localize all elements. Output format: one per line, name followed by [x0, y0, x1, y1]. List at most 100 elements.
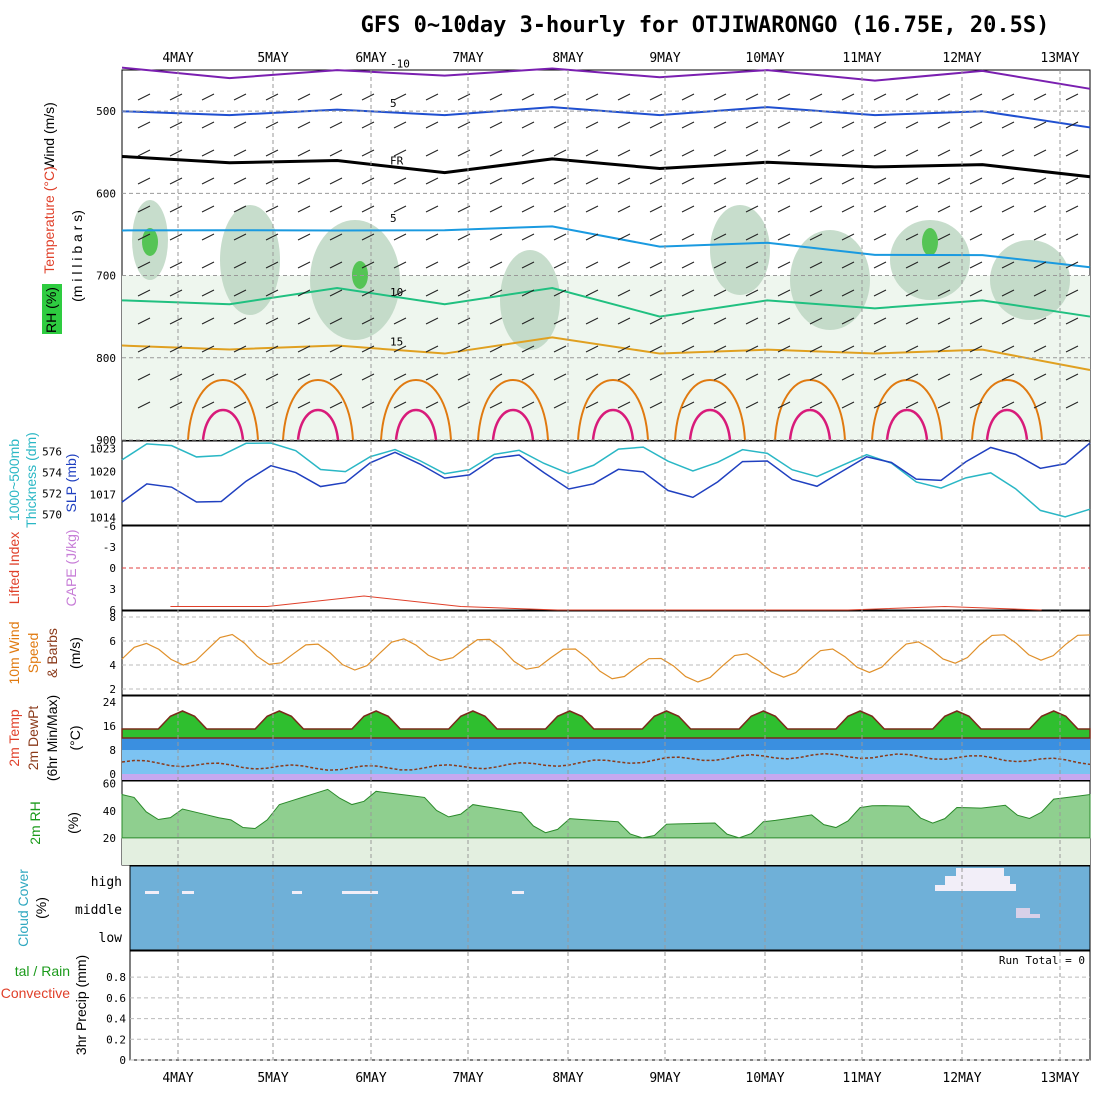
wind-barb	[1001, 261, 1015, 269]
wind-barb	[1033, 373, 1047, 381]
wind-barb	[489, 233, 503, 241]
wind-barb	[201, 177, 215, 185]
wind-barb	[489, 93, 503, 101]
wind-barb	[585, 177, 599, 185]
wind-barb	[649, 401, 663, 409]
wind-barb	[1065, 373, 1079, 381]
wind-barb	[329, 121, 343, 129]
wind-barb	[521, 177, 535, 185]
run-total: Run Total = 0	[999, 954, 1085, 967]
wind-barb	[425, 121, 439, 129]
wind-barb	[425, 345, 439, 353]
wind-barb	[393, 289, 407, 297]
wind-barb	[745, 149, 759, 157]
wind-barb	[809, 261, 823, 269]
wind-barb	[841, 149, 855, 157]
wind-barb	[265, 317, 279, 325]
wind-barb	[297, 345, 311, 353]
wind-barb	[905, 233, 919, 241]
day-label: 10MAY	[745, 1071, 784, 1086]
wind-barb	[969, 373, 983, 381]
cloud-mid-patch	[1030, 914, 1040, 918]
rh-blob	[890, 220, 970, 300]
wind-barb	[649, 261, 663, 269]
rh-blob	[220, 205, 280, 315]
wind-barb	[329, 345, 343, 353]
temp2m-label: 2m Temp	[6, 709, 22, 767]
precip-tick: 0	[119, 1054, 126, 1067]
day-label: 8MAY	[552, 1071, 583, 1086]
wind-barb	[137, 373, 151, 381]
wind-barb	[969, 317, 983, 325]
wind-barb	[521, 149, 535, 157]
wind-barb	[393, 233, 407, 241]
wind-barb	[745, 345, 759, 353]
wind-barb	[713, 149, 727, 157]
wind-barb	[137, 149, 151, 157]
wind-barb	[713, 177, 727, 185]
wind-barb	[681, 205, 695, 213]
wind-barb	[361, 121, 375, 129]
wind-barb	[233, 401, 247, 409]
wind-barb	[777, 345, 791, 353]
wind-barb	[201, 261, 215, 269]
wind-barb	[649, 177, 663, 185]
wind-barb	[585, 205, 599, 213]
wind-barb	[553, 177, 567, 185]
wind-barb	[777, 205, 791, 213]
wind-barb	[617, 177, 631, 185]
wind-barb	[681, 373, 695, 381]
pressure-ticks: 500 600 700 800 900	[96, 105, 1090, 447]
wind-barb	[489, 149, 503, 157]
wind-barb	[169, 121, 183, 129]
wind-barb	[905, 289, 919, 297]
slp-tick: 1017	[90, 488, 117, 501]
wind-barb	[361, 233, 375, 241]
wind-barb	[905, 317, 919, 325]
wind-barb	[937, 401, 951, 409]
wind-barb	[1033, 289, 1047, 297]
bl-arch	[187, 379, 259, 441]
precip-label: 3hr Precip (mm)	[73, 955, 89, 1055]
wind-barb	[1001, 289, 1015, 297]
day-label: 13MAY	[1040, 1071, 1079, 1086]
wind-barb	[713, 233, 727, 241]
wind-barb	[745, 373, 759, 381]
wind-barb	[201, 373, 215, 381]
wind-barb	[297, 317, 311, 325]
wind-barb	[713, 93, 727, 101]
wind-barb	[425, 401, 439, 409]
wind-barb	[649, 289, 663, 297]
bl-arch-inner	[296, 408, 340, 441]
wind-barb	[777, 121, 791, 129]
wind-barb	[937, 177, 951, 185]
thickness-tick: 570	[42, 509, 62, 522]
wind-barb	[681, 149, 695, 157]
lifted-index-label: Lifted Index	[6, 532, 22, 604]
rh-tick: 40	[103, 805, 116, 818]
day-label: 8MAY	[552, 51, 583, 66]
wind-barb	[233, 205, 247, 213]
wind-barb	[873, 177, 887, 185]
wind-barb	[1065, 289, 1079, 297]
wind-barb	[201, 345, 215, 353]
slp-tick: 1023	[90, 443, 117, 456]
wind-barb	[873, 121, 887, 129]
rh-unit-label: (%)	[65, 812, 81, 834]
wind-barb	[201, 289, 215, 297]
lifted-index-tick: 0	[109, 562, 116, 575]
bl-arch-inner	[394, 408, 438, 441]
wind-barb	[137, 317, 151, 325]
wind-barb	[905, 261, 919, 269]
cloud-fill	[145, 868, 1040, 918]
wind-barb	[873, 149, 887, 157]
temp-tick: 8	[109, 744, 116, 757]
wind-barb	[713, 205, 727, 213]
wind-barb	[393, 149, 407, 157]
wind-barb	[521, 289, 535, 297]
wind-barb	[585, 373, 599, 381]
bl-arch	[577, 379, 649, 441]
lifted-index-tick: 3	[109, 583, 116, 596]
wind-barb	[137, 345, 151, 353]
wind-barb	[233, 177, 247, 185]
